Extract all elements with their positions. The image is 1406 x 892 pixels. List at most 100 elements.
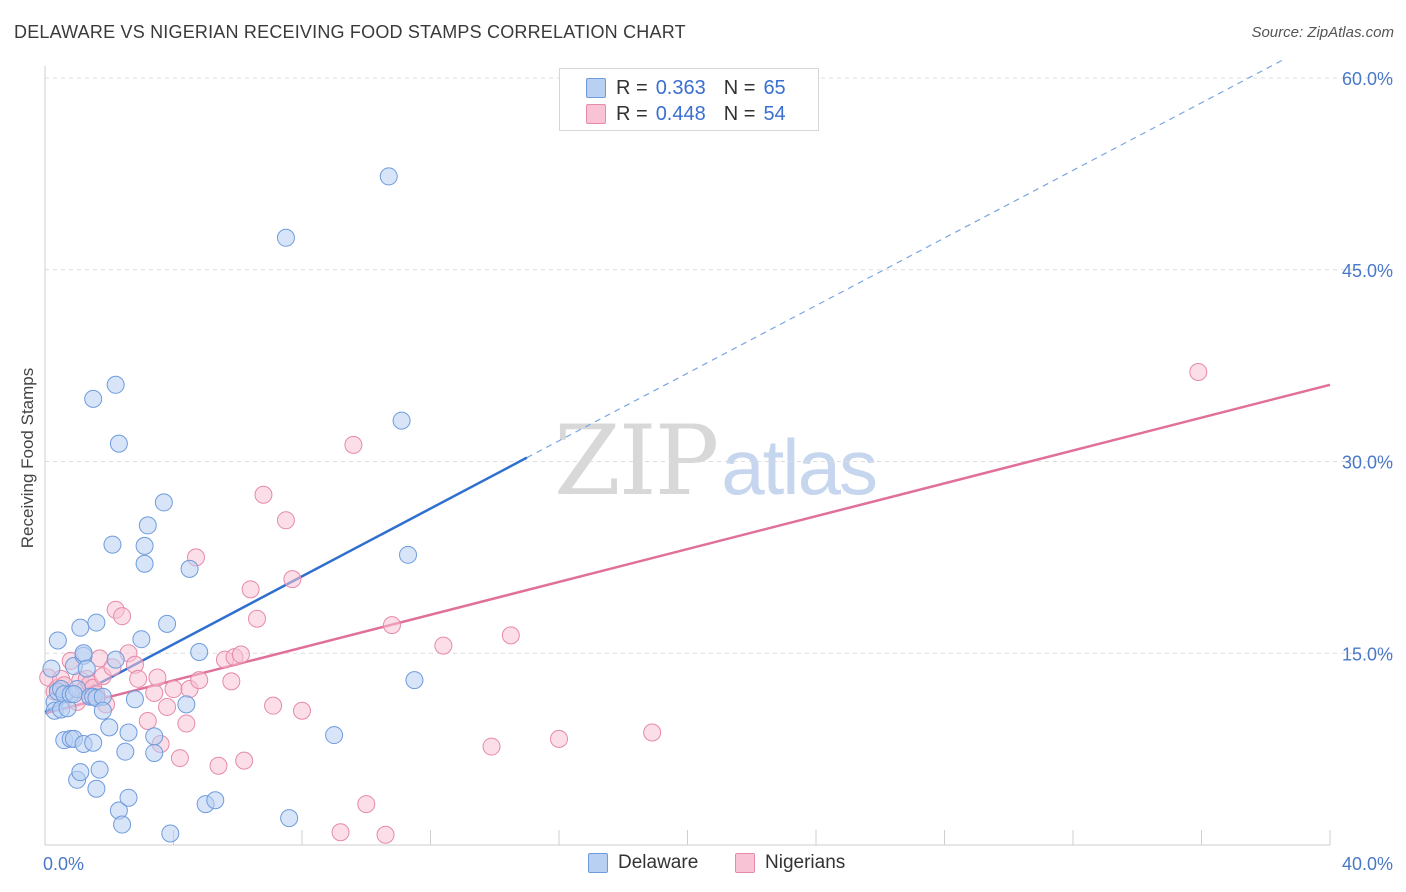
delaware-point xyxy=(116,742,135,761)
legend-r-value: 0.448 xyxy=(655,102,706,125)
nigerians-point xyxy=(222,672,241,691)
nigerians-trend-line xyxy=(44,383,1331,715)
nigerians-point xyxy=(643,723,662,742)
legend: R = 0.363 N = 65 R = 0.448 N = 54 xyxy=(559,68,819,131)
delaware-point xyxy=(206,791,225,810)
delaware-point xyxy=(42,659,61,678)
chart-title: DELAWARE VS NIGERIAN RECEIVING FOOD STAM… xyxy=(14,22,686,42)
watermark-atlas: atlas xyxy=(721,423,878,511)
y-tick-label: 30.0% xyxy=(1342,453,1393,473)
nigerians-point xyxy=(376,825,395,844)
legend-n-value: 65 xyxy=(763,76,786,99)
nigerians-point xyxy=(148,668,167,687)
source-label: Source: ZipAtlas.com xyxy=(1251,24,1394,41)
nigerians-point xyxy=(501,626,520,645)
nigerians-point xyxy=(382,616,401,635)
delaware-point xyxy=(145,743,164,762)
nigerians-point xyxy=(293,701,311,720)
delaware-point xyxy=(109,434,128,453)
legend-row-delaware: R = 0.363 N = 65 xyxy=(586,76,786,100)
delaware-point xyxy=(154,493,173,512)
delaware-point xyxy=(145,727,164,746)
delaware-point xyxy=(325,726,344,745)
delaware-point xyxy=(132,630,151,649)
y-tick-label: 15.0% xyxy=(1342,644,1393,664)
delaware-point xyxy=(90,760,109,779)
delaware-point xyxy=(113,815,132,834)
bottom-legend-label: Nigerians xyxy=(765,852,846,873)
delaware-point xyxy=(93,701,112,720)
delaware-point xyxy=(158,614,177,633)
nigerians-point xyxy=(264,696,283,715)
bottom-legend-label: Delaware xyxy=(618,852,699,873)
legend-r-value: 0.363 xyxy=(655,76,706,99)
delaware-point xyxy=(74,644,93,663)
nigerians-point xyxy=(241,580,260,599)
delaware-point xyxy=(87,779,106,798)
delaware-point xyxy=(106,375,125,394)
y-tick-label: 60.0% xyxy=(1342,69,1393,89)
delaware-point xyxy=(103,535,122,554)
legend-n-value: 54 xyxy=(763,102,786,125)
nigerians-point xyxy=(550,729,568,748)
delaware-point xyxy=(190,642,209,661)
nigerians-point xyxy=(145,683,164,702)
delaware-point xyxy=(119,788,138,807)
grid-lines xyxy=(45,77,1394,654)
delaware-point xyxy=(100,718,119,737)
delaware-point xyxy=(135,536,154,555)
nigerians-point xyxy=(254,485,273,504)
nigerians-point xyxy=(248,609,267,628)
y-tick-label: 45.0% xyxy=(1342,261,1393,281)
delaware-point xyxy=(77,659,96,678)
delaware-point xyxy=(71,763,90,782)
delaware-point xyxy=(135,554,154,573)
legend-r-label: R = xyxy=(616,102,648,125)
nigerians-point xyxy=(482,737,501,756)
legend-r-label: R = xyxy=(616,76,648,99)
delaware-point xyxy=(48,631,67,650)
trend-lines xyxy=(44,58,1331,715)
delaware-point xyxy=(392,411,411,430)
delaware-point xyxy=(84,733,103,752)
delaware-point xyxy=(64,685,83,704)
delaware-swatch xyxy=(586,78,606,98)
nigerians-point xyxy=(344,435,363,454)
axes xyxy=(44,66,1331,846)
nigerians-point xyxy=(1189,363,1208,382)
nigerians-point xyxy=(190,671,209,690)
delaware-point xyxy=(138,516,157,535)
delaware-swatch xyxy=(588,853,608,873)
bottom-legend-delaware: Delaware xyxy=(588,852,698,874)
nigerians-point xyxy=(138,712,157,731)
delaware-point xyxy=(280,809,299,828)
nigerians-point xyxy=(170,749,189,768)
delaware-point xyxy=(405,671,424,690)
delaware-point xyxy=(177,695,196,714)
delaware-point xyxy=(276,228,295,247)
nigerians-point xyxy=(209,756,228,775)
delaware-point xyxy=(71,618,90,637)
nigerians-swatch xyxy=(735,853,755,873)
nigerians-swatch xyxy=(586,104,606,124)
nigerians-point xyxy=(434,636,453,655)
bottom-legend-nigerians: Nigerians xyxy=(735,852,845,874)
nigerians-point xyxy=(331,823,350,842)
delaware-point xyxy=(379,167,398,186)
delaware-point xyxy=(87,613,106,632)
nigerians-point xyxy=(283,570,302,589)
tick-labels: 15.0% 30.0% 45.0% 60.0% 0.0% 40.0% xyxy=(43,69,1393,874)
delaware-point xyxy=(399,545,418,564)
nigerians-point xyxy=(231,645,250,664)
delaware-point xyxy=(180,559,199,578)
delaware-point xyxy=(119,723,138,742)
nigerians-point xyxy=(177,714,196,733)
delaware-point xyxy=(84,389,103,408)
delaware-point xyxy=(125,690,144,709)
legend-n-label: N = xyxy=(723,102,756,125)
x-tick-label: 0.0% xyxy=(43,854,84,874)
nigerians-point xyxy=(164,680,183,699)
delaware-point xyxy=(106,650,125,669)
nigerians-point xyxy=(357,795,376,814)
